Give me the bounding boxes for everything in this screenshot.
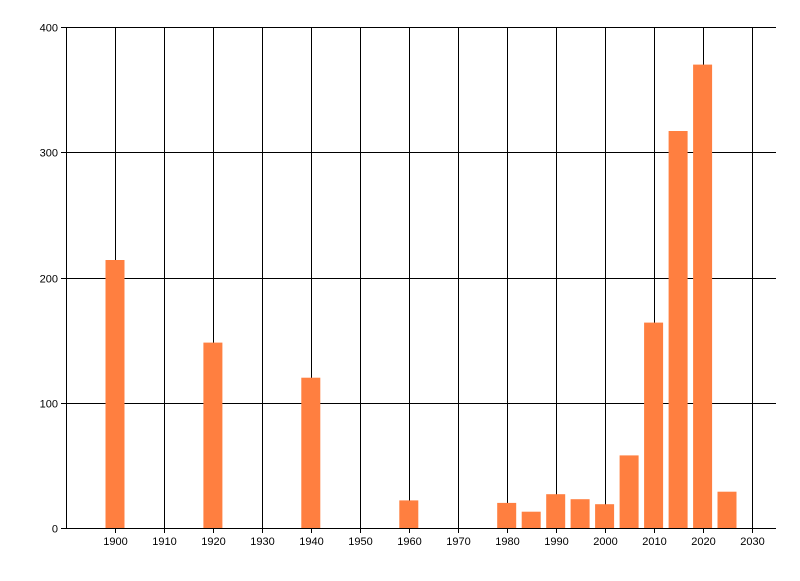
x-tick-label: 1970: [446, 536, 470, 548]
y-tick-label: 300: [40, 148, 58, 160]
x-tick-label: 2010: [642, 536, 666, 548]
x-tick-label: 1980: [495, 536, 519, 548]
y-tick-label: 200: [40, 274, 58, 286]
x-tick-label: 1900: [103, 536, 127, 548]
bar: [546, 494, 566, 528]
bar: [717, 491, 737, 528]
x-tick-label: 1960: [397, 536, 421, 548]
x-tick-label: 1920: [201, 536, 225, 548]
y-axis-ticks: 0 100 200 300 400: [40, 23, 66, 536]
bar: [399, 500, 419, 528]
bar: [644, 322, 664, 528]
x-tick-label: 1990: [544, 536, 568, 548]
x-tick-label: 2000: [593, 536, 617, 548]
bars: [105, 64, 737, 528]
x-axis-ticks: 1900 1910 1920 1930 1940 1950 1960 1970 1980 1990…: [103, 528, 765, 548]
x-tick-label: 1950: [348, 536, 372, 548]
y-tick-label: 100: [40, 399, 58, 411]
bar: [521, 511, 541, 528]
bar: [570, 499, 590, 528]
x-tick-label: 1930: [250, 536, 274, 548]
x-tick-label: 1910: [152, 536, 176, 548]
y-tick-label: 400: [40, 23, 58, 35]
axes: [66, 27, 776, 529]
bar: [497, 502, 517, 528]
bar: [203, 342, 223, 528]
bar: [301, 377, 321, 528]
bar: [595, 504, 615, 528]
bar: [693, 64, 713, 528]
x-tick-label: 2030: [740, 536, 764, 548]
y-tick-label: 0: [52, 524, 58, 536]
bar: [105, 260, 125, 528]
bar: [619, 455, 639, 528]
x-tick-label: 1940: [299, 536, 323, 548]
x-tick-label: 2020: [691, 536, 715, 548]
bar: [668, 131, 688, 528]
